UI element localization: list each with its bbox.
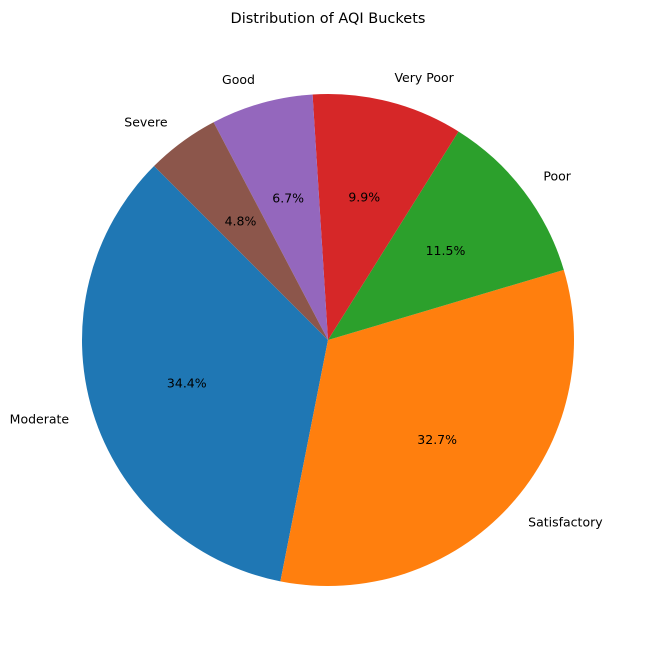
pie-slice-severe [154,122,328,341]
slice-label-good: Good [222,72,255,87]
slice-label-moderate: Moderate [10,411,70,426]
percent-label-very-poor: 9.9% [348,189,380,204]
slice-labels: Moderate Satisfactory Poor Very Poor Good Sev… [10,70,604,529]
pie-slice-poor [328,131,564,340]
percent-label-good: 6.7% [272,190,304,205]
chart-title: Distribution of AQI Buckets [231,11,426,27]
percent-labels: 34.4% 32.7% 11.5% 9.9% 6.7% 4.8% [167,189,466,446]
pie-slice-very-poor [312,94,459,340]
percent-label-satisfactory: 32.7% [417,432,457,447]
percent-label-moderate: 34.4% [167,375,207,390]
percent-label-poor: 11.5% [426,243,466,258]
slice-label-very-poor: Very Poor [394,70,454,85]
pie-slice-good [213,94,328,340]
pie-slice-moderate [82,166,329,582]
pie-slices [82,94,575,586]
slice-label-poor: Poor [543,169,571,184]
pie-slice-satisfactory [280,269,575,586]
slice-label-severe: Severe [124,115,168,130]
slice-label-satisfactory: Satisfactory [528,515,603,530]
percent-label-severe: 4.8% [225,214,257,229]
